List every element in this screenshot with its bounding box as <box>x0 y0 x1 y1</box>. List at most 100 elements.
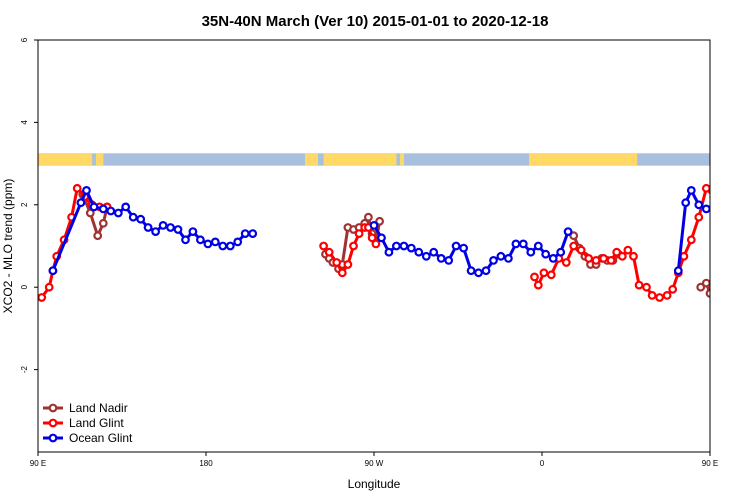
point-land-glint-27 <box>561 258 571 267</box>
point-ocean-glint-19 <box>210 237 220 247</box>
legend-label: Land Nadir <box>69 401 128 415</box>
point-land-nadir-28 <box>701 278 710 288</box>
point-ocean-glint-23 <box>240 229 250 239</box>
y-tick-label-3: 4 <box>20 120 29 125</box>
point-ocean-glint-57 <box>709 206 710 212</box>
point-land-glint-17 <box>354 229 364 239</box>
point-ocean-glint-42 <box>496 251 506 261</box>
point-ocean-glint-10 <box>143 223 153 232</box>
point-ocean-glint-43 <box>504 253 513 263</box>
point-land-glint-51 <box>725 204 732 211</box>
point-land-nadir-29 <box>705 289 710 298</box>
x-axis-title: Longitude <box>348 477 401 491</box>
point-ocean-glint-30 <box>406 243 416 253</box>
point-land-glint-43 <box>668 284 678 294</box>
point-ocean-glint-26 <box>377 233 386 243</box>
point-ocean-glint-40 <box>481 266 491 276</box>
legend-swatch-marker <box>48 418 58 428</box>
point-land-glint-42 <box>662 291 672 300</box>
point-ocean-glint-35 <box>444 256 454 265</box>
point-ocean-glint-49 <box>548 253 558 263</box>
point-ocean-glint-4 <box>98 204 108 214</box>
point-land-glint-20 <box>367 233 377 243</box>
point-ocean-glint-12 <box>158 220 168 230</box>
y-tick-label-4: 6 <box>20 37 29 42</box>
series-land-glint <box>38 183 740 302</box>
point-land-glint-36 <box>623 245 633 255</box>
point-ocean-glint-39 <box>474 268 483 278</box>
point-land-glint-14 <box>337 268 347 278</box>
point-land-glint-35 <box>617 251 627 261</box>
legend-label: Land Glint <box>69 416 124 430</box>
point-land-glint-13 <box>332 258 342 267</box>
x-tick-label-2: 90 W <box>365 459 384 468</box>
point-ocean-glint-11 <box>151 227 161 237</box>
point-land-glint-12 <box>324 247 334 257</box>
land-segment-2 <box>304 153 318 166</box>
y-tick-label-2: 2 <box>20 202 29 207</box>
point-ocean-glint-22 <box>233 237 243 247</box>
point-land-glint-24 <box>539 268 549 278</box>
point-ocean-glint-0 <box>48 266 58 276</box>
point-ocean-glint-9 <box>136 214 146 224</box>
point-ocean-glint-50 <box>556 247 566 257</box>
point-land-glint-31 <box>591 256 601 265</box>
y-tick-label-0: -2 <box>20 365 29 373</box>
point-ocean-glint-13 <box>166 223 175 232</box>
point-land-nadir-17 <box>375 216 385 226</box>
point-ocean-glint-37 <box>459 243 469 253</box>
point-land-glint-22 <box>530 272 539 282</box>
point-ocean-glint-28 <box>392 241 401 251</box>
y-axis-title: XCO2 - MLO trend (ppm) <box>1 179 15 314</box>
point-land-glint-29 <box>576 245 586 255</box>
point-land-glint-32 <box>599 253 608 263</box>
point-ocean-glint-25 <box>369 220 379 230</box>
point-land-glint-46 <box>686 235 696 245</box>
point-land-glint-52 <box>733 204 740 211</box>
point-ocean-glint-56 <box>701 204 710 214</box>
series-layer <box>38 183 740 302</box>
point-ocean-glint-46 <box>526 247 536 257</box>
point-ocean-glint-58 <box>718 208 725 215</box>
point-land-nadir-18 <box>569 231 579 241</box>
series-land-nadir <box>78 190 710 298</box>
point-ocean-glint-27 <box>384 247 394 257</box>
point-ocean-glint-18 <box>203 239 213 249</box>
point-ocean-glint-59 <box>725 210 732 217</box>
y-tick-label-1: 0 <box>20 284 29 289</box>
land-segment-0 <box>38 153 93 166</box>
point-land-glint-37 <box>629 251 638 261</box>
point-ocean-glint-3 <box>89 202 99 212</box>
x-tick-label-4: 90 E <box>702 459 718 468</box>
point-land-glint-1 <box>44 282 54 292</box>
point-land-nadir-27 <box>696 282 706 292</box>
land-segment-3 <box>323 153 397 166</box>
point-ocean-glint-1 <box>76 198 86 208</box>
point-ocean-glint-41 <box>489 256 498 265</box>
point-land-glint-11 <box>319 241 329 251</box>
point-ocean-glint-14 <box>173 225 183 234</box>
point-ocean-glint-55 <box>694 200 704 210</box>
point-land-glint-0 <box>38 293 47 302</box>
legend-item-land-nadir: Land Nadir <box>43 401 128 415</box>
point-ocean-glint-54 <box>686 185 696 195</box>
land-ocean-strip <box>38 153 710 166</box>
point-ocean-glint-6 <box>113 208 123 218</box>
x-tick-label-3: 0 <box>540 459 545 468</box>
legend-label: Ocean Glint <box>69 431 133 445</box>
point-land-glint-6 <box>72 183 82 193</box>
point-land-glint-23 <box>533 280 543 290</box>
chart-title: 35N-40N March (Ver 10) 2015-01-01 to 202… <box>202 13 549 30</box>
point-land-glint-50 <box>718 202 725 209</box>
point-ocean-glint-53 <box>681 198 691 208</box>
land-segment-1 <box>95 153 104 166</box>
point-ocean-glint-34 <box>436 253 446 263</box>
point-ocean-glint-51 <box>563 227 573 237</box>
legend-item-ocean-glint: Ocean Glint <box>43 431 133 445</box>
point-ocean-glint-33 <box>429 247 439 257</box>
point-ocean-glint-47 <box>533 241 543 251</box>
x-axis: 90 E 180 90 W 0 90 E <box>30 452 718 468</box>
land-segment-4 <box>400 153 404 166</box>
